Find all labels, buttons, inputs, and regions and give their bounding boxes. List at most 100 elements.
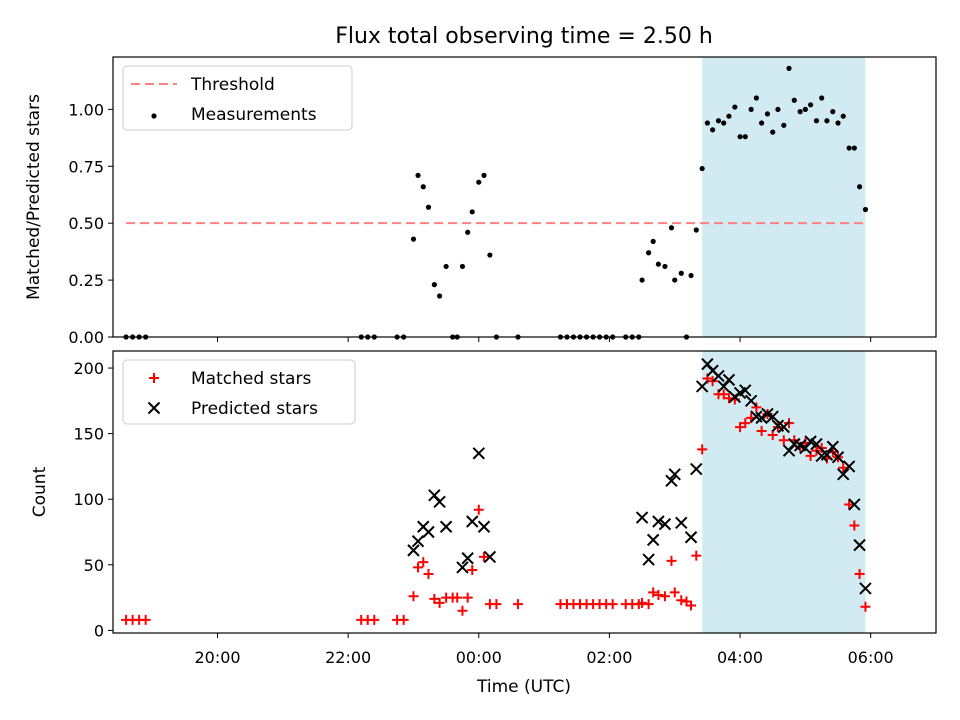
measurement-point [721, 120, 727, 126]
measurement-point [678, 270, 684, 276]
matched-star-point [423, 568, 434, 579]
legend-label: Threshold [190, 75, 275, 95]
predicted-star-point [635, 511, 649, 524]
measurement-point [650, 238, 656, 244]
legend-box [122, 65, 353, 131]
matched-star-point [457, 605, 468, 616]
predicted-star-point [658, 517, 672, 531]
predicted-star-point [665, 474, 678, 488]
matched-star-point [778, 435, 789, 446]
predicted-star-point [422, 525, 435, 539]
measurement-point [846, 145, 852, 151]
legend-label: Matched stars [191, 369, 311, 389]
x-tick-label: 04:00 [717, 648, 763, 667]
predicted-star-point [739, 384, 752, 397]
shaded-observing-window [702, 57, 866, 337]
matched-star-point [718, 389, 729, 400]
matched-star-point [413, 562, 424, 573]
y-tick-label: 50 [84, 556, 104, 575]
matched-star-point [676, 595, 687, 606]
y-tick-label: 1.00 [68, 100, 104, 119]
predicted-star-point [456, 561, 469, 574]
measurement-point [775, 106, 781, 112]
measurement-point [753, 95, 759, 101]
measurement-point [668, 225, 675, 231]
measurement-point [764, 111, 771, 117]
matched-star-point [369, 614, 380, 625]
predicted-star-point [766, 410, 779, 423]
predicted-star-point [842, 460, 856, 473]
predicted-star-point [859, 582, 872, 595]
predicted-star-point [712, 369, 725, 383]
measurement-point [748, 106, 754, 112]
measurement-point [436, 293, 443, 299]
measurement-point [699, 165, 705, 172]
matched-star-point [434, 597, 445, 608]
legend-matched-swatch [149, 373, 159, 383]
predicted-star-point [466, 515, 479, 528]
predicted-star-point [837, 468, 850, 481]
y-tick-label: 0 [94, 621, 104, 640]
legend-label: Measurements [191, 105, 317, 125]
matched-star-point [844, 499, 855, 510]
legend-predicted-swatch [147, 401, 161, 415]
measurement-point [862, 206, 869, 213]
matched-star-point [659, 591, 670, 602]
measurement-point [425, 204, 432, 210]
legend-measurement-swatch [151, 113, 157, 119]
x-tick-label: 20:00 [194, 648, 240, 667]
predicted-star-point [407, 544, 420, 557]
matched-star-point [666, 555, 677, 566]
predicted-star-point [831, 451, 845, 464]
chart-title: Flux total observing time = 2.50 h [335, 24, 713, 49]
predicted-star-point [826, 440, 840, 453]
measurement-point [856, 184, 863, 190]
predicted-star-point [642, 553, 655, 566]
matched-star-point [429, 593, 440, 604]
measurement-point [465, 229, 471, 235]
predicted-star-point [690, 462, 703, 476]
predicted-star-point [472, 447, 485, 460]
predicted-star-point [646, 533, 660, 547]
matched-star-point [512, 599, 523, 610]
predicted-star-point [820, 448, 834, 461]
legend-box [122, 359, 356, 425]
predicted-star-point [433, 495, 446, 509]
matched-star-point [691, 550, 702, 561]
x-tick-label: 22:00 [325, 648, 371, 667]
measurement-point [813, 118, 820, 124]
matched-star-point [653, 589, 664, 600]
measurement-point [807, 102, 814, 108]
measurement-point [802, 106, 808, 112]
measurement-point [688, 272, 694, 279]
measurement-point [737, 134, 743, 140]
x-tick-label: 06:00 [848, 648, 894, 667]
measurement-point [487, 252, 493, 258]
predicted-star-point [755, 411, 768, 425]
measurement-point [830, 109, 836, 115]
measurement-point [726, 113, 732, 119]
measurement-point [781, 122, 787, 128]
matched-star-point [452, 592, 463, 603]
matched-star-point [418, 557, 429, 568]
matched-star-point [473, 504, 484, 515]
matched-star-point [491, 599, 502, 610]
measurement-point [693, 227, 699, 233]
matched-star-point [648, 587, 659, 598]
y-tick-label: 0.75 [68, 157, 104, 176]
y-tick-label: 0.50 [68, 214, 104, 233]
axes-frame [112, 350, 937, 634]
predicted-star-point [675, 516, 688, 530]
x-tick-label: 00:00 [456, 648, 502, 667]
predicted-star-point [853, 538, 866, 552]
matched-star-point [408, 591, 419, 602]
measurement-point [672, 277, 678, 283]
measurement-point [770, 129, 776, 135]
matched-star-point [467, 565, 478, 576]
predicted-star-point [722, 373, 736, 387]
measurement-point [481, 172, 487, 178]
measurement-point [646, 250, 652, 256]
measurement-point [639, 277, 645, 283]
matched-star-point [849, 520, 860, 531]
measurement-point [410, 236, 417, 242]
